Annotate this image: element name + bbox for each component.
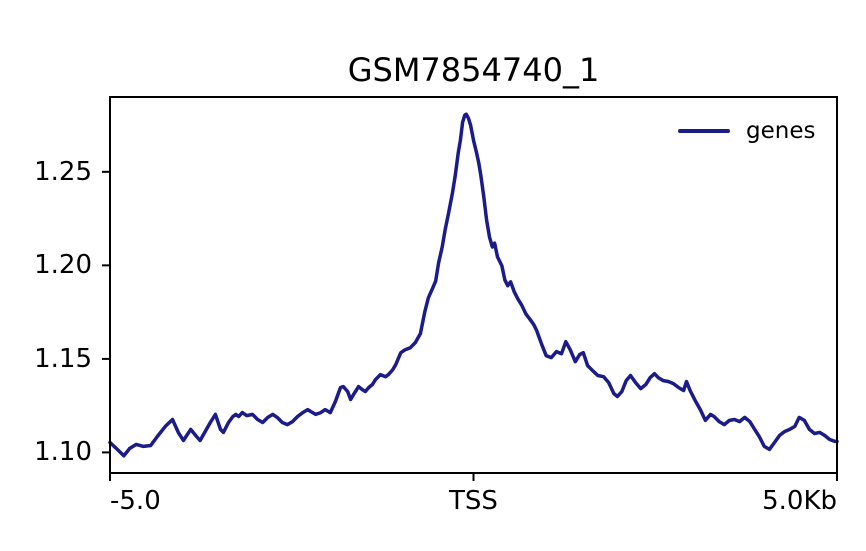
x-tick-label-end: 5.0Kb — [762, 486, 837, 516]
chart-title: GSM7854740_1 — [347, 51, 600, 89]
legend-label: genes — [746, 118, 816, 144]
y-tick-label-1-10: 1.10 — [34, 437, 92, 468]
x-tick-label-tss: TSS — [449, 486, 498, 516]
x-tick-label-start: -5.0 — [110, 486, 161, 516]
legend-line-swatch — [678, 129, 730, 133]
axes-spines — [109, 96, 838, 474]
y-tick-label-1-15: 1.15 — [34, 343, 92, 374]
y-tick-label-1-20: 1.20 — [34, 250, 92, 281]
genes-profile-line — [108, 112, 839, 458]
legend: genes — [678, 118, 815, 144]
y-tick-label-1-25: 1.25 — [34, 156, 92, 187]
